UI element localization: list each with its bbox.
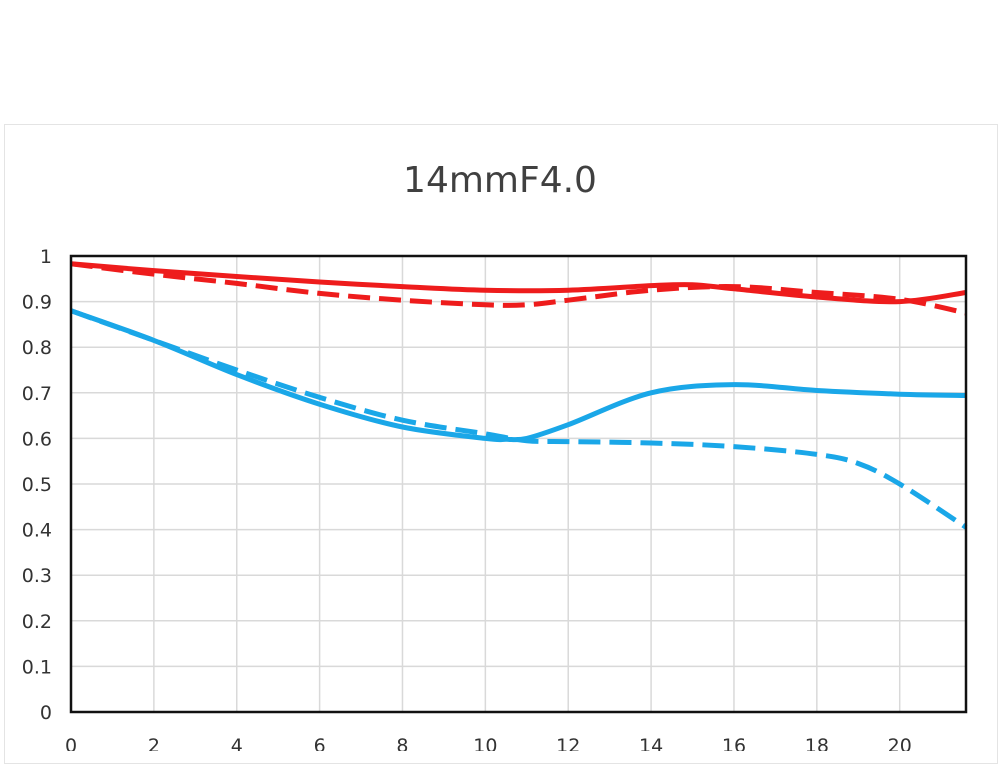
y-tick-label: 0.8 (22, 337, 52, 359)
chart-title: 14mmF4.0 (403, 160, 597, 201)
x-tick-label: 10 (473, 735, 497, 751)
x-tick-label: 0 (65, 735, 77, 751)
y-tick-label: 0.3 (22, 565, 52, 587)
x-tick-label: 12 (556, 735, 580, 751)
y-tick-labels: 0 0.1 0.2 0.3 0.4 0.5 0.6 0.7 0.8 0.9 1 (22, 246, 52, 724)
series-line-3 (70, 308, 967, 443)
series-lines (70, 261, 968, 530)
y-tick-label: 0 (40, 702, 52, 724)
y-tick-label: 0.1 (22, 656, 52, 678)
x-tick-label: 4 (231, 735, 243, 751)
x-tick-label: 18 (805, 735, 829, 751)
series-line-2 (70, 261, 967, 316)
plot-border (69, 254, 968, 714)
y-tick-label: 0.9 (22, 292, 52, 314)
x-tick-label: 6 (314, 735, 326, 751)
y-tick-label: 0.7 (22, 383, 52, 405)
y-tick-label: 1 (40, 246, 52, 268)
grid-lines (70, 255, 966, 713)
y-tick-label: 0.5 (22, 474, 52, 496)
y-tick-label: 0.2 (22, 611, 52, 633)
series-line-1 (70, 261, 967, 305)
y-tick-label: 0.6 (22, 428, 52, 450)
x-tick-label: 8 (396, 735, 408, 751)
x-tick-labels: 0 2 4 6 8 10 12 14 16 18 20 (65, 735, 912, 751)
series-line-4 (70, 308, 968, 530)
y-tick-label: 0.4 (22, 520, 52, 542)
x-tick-label: 2 (148, 735, 160, 751)
x-tick-label: 20 (888, 735, 912, 751)
x-tick-label: 14 (639, 735, 663, 751)
chart-frame (4, 124, 998, 764)
x-tick-label: 16 (722, 735, 746, 751)
